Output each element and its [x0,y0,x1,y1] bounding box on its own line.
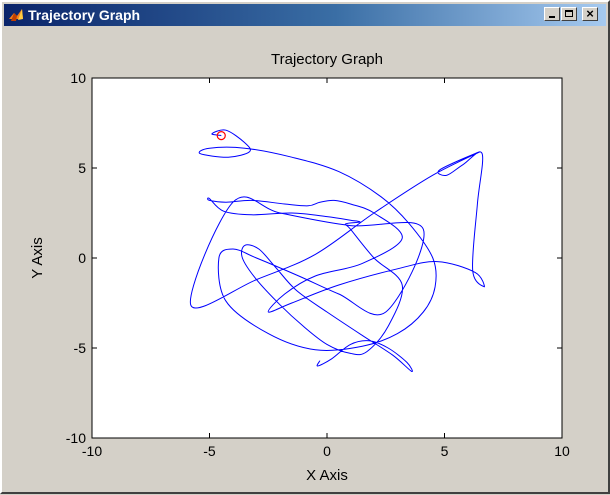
minimize-icon [549,16,555,18]
trajectory-chart[interactable]: -10 -5 0 5 10 -10 -5 0 5 10 Trajectory Graph X Ax… [4,28,606,490]
close-icon: × [586,6,594,21]
trajectory-line [189,129,485,373]
start-marker [216,130,226,141]
y-tick-label: 0 [78,250,86,266]
x-axis-label: X Axis [306,467,348,484]
window-title: Trajectory Graph [28,7,141,23]
y-tick-label: 5 [78,160,86,176]
trajectory-series [189,129,485,373]
maximize-icon [565,10,573,17]
figure-canvas: -10 -5 0 5 10 -10 -5 0 5 10 Trajectory Graph X Ax… [4,28,606,490]
y-tick-label: -10 [66,430,86,446]
chart-title: Trajectory Graph [271,51,383,68]
axes-frame [91,77,563,439]
y-tick-label: 10 [70,70,86,86]
tick-labels: -10 -5 0 5 10 -10 -5 0 5 10 [66,70,570,459]
minimize-button[interactable] [544,7,560,21]
maximize-button[interactable] [561,7,577,21]
x-tick-label: 10 [554,443,570,459]
title-bar[interactable]: Trajectory Graph × [4,4,606,26]
y-axis-label: Y Axis [29,237,46,278]
x-tick-label: 0 [323,443,331,459]
x-tick-label: -10 [82,443,102,459]
matlab-figure-icon [9,9,23,21]
close-button[interactable]: × [582,6,598,21]
x-tick-label: 5 [441,443,449,459]
y-tick-label: -5 [74,340,87,356]
axes-background [92,78,562,438]
x-tick-label: -5 [203,443,216,459]
